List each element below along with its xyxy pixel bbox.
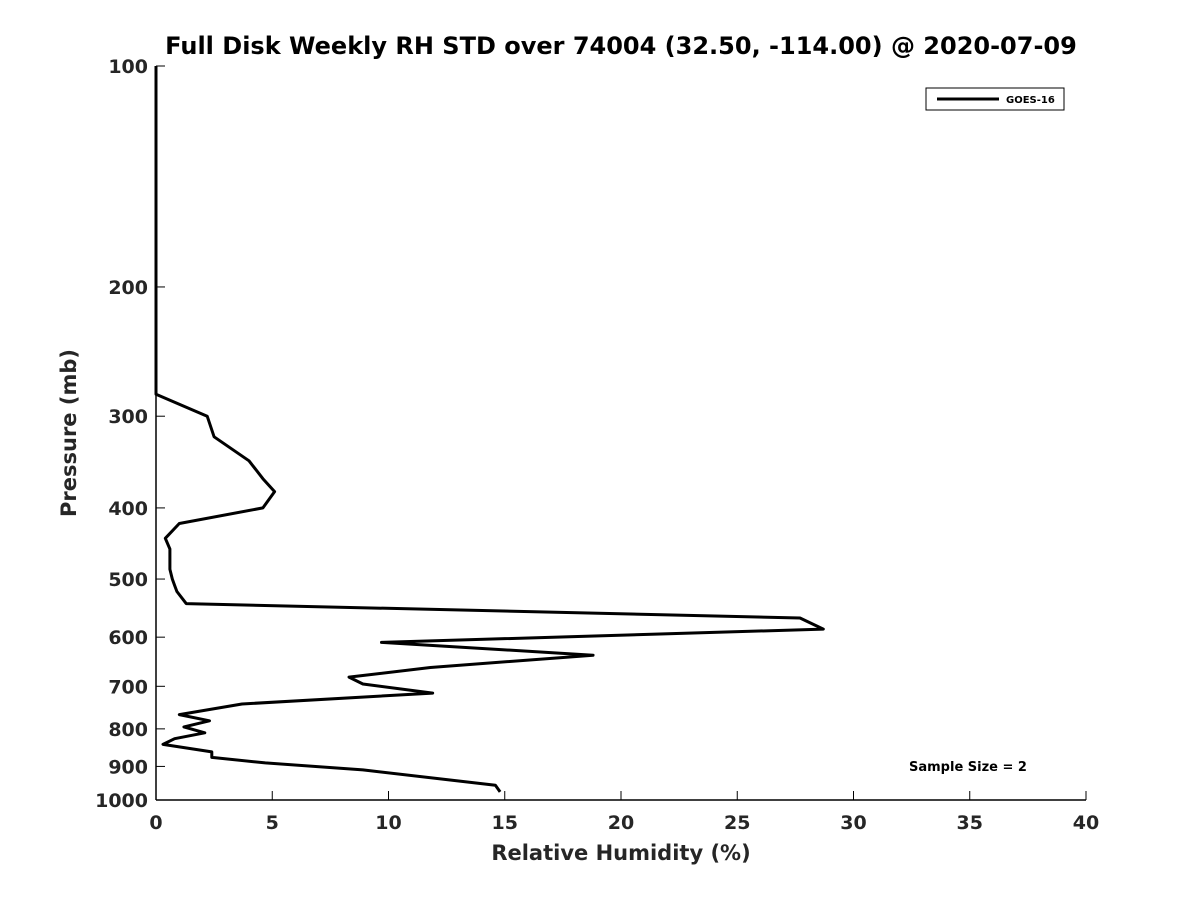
x-tick-label: 40: [1073, 812, 1099, 834]
y-axis-label: Pressure (mb): [57, 349, 81, 517]
y-tick-label: 700: [108, 676, 148, 698]
y-tick-label: 600: [108, 627, 148, 649]
y-tick-label: 300: [108, 406, 148, 428]
chart-title: Full Disk Weekly RH STD over 74004 (32.5…: [165, 32, 1077, 60]
y-tick-label: 100: [108, 56, 148, 78]
y-tick-label: 1000: [95, 790, 148, 812]
x-tick-label: 35: [957, 812, 983, 834]
x-axis-ticks: 0 5 10 15 20 25 30 35 40: [149, 791, 1099, 834]
y-tick-label: 200: [108, 277, 148, 299]
sample-size-annotation: Sample Size = 2: [909, 760, 1027, 775]
y-tick-label: 500: [108, 569, 148, 591]
x-tick-label: 20: [608, 812, 634, 834]
x-tick-label: 25: [724, 812, 750, 834]
legend-label-goes-16: GOES-16: [1006, 95, 1055, 106]
x-tick-label: 5: [266, 812, 279, 834]
x-tick-label: 0: [149, 812, 162, 834]
x-tick-label: 30: [840, 812, 866, 834]
y-tick-label: 800: [108, 719, 148, 741]
x-tick-label: 15: [492, 812, 518, 834]
x-axis-label: Relative Humidity (%): [491, 841, 750, 865]
y-tick-label: 400: [108, 498, 148, 520]
series-line-goes-16: [154, 66, 825, 793]
x-tick-label: 10: [375, 812, 401, 834]
legend: GOES-16: [925, 87, 1065, 111]
y-tick-label: 900: [108, 756, 148, 778]
y-axis-ticks: 100 200 300 400 500 600 700 800 900 1000: [95, 56, 165, 812]
